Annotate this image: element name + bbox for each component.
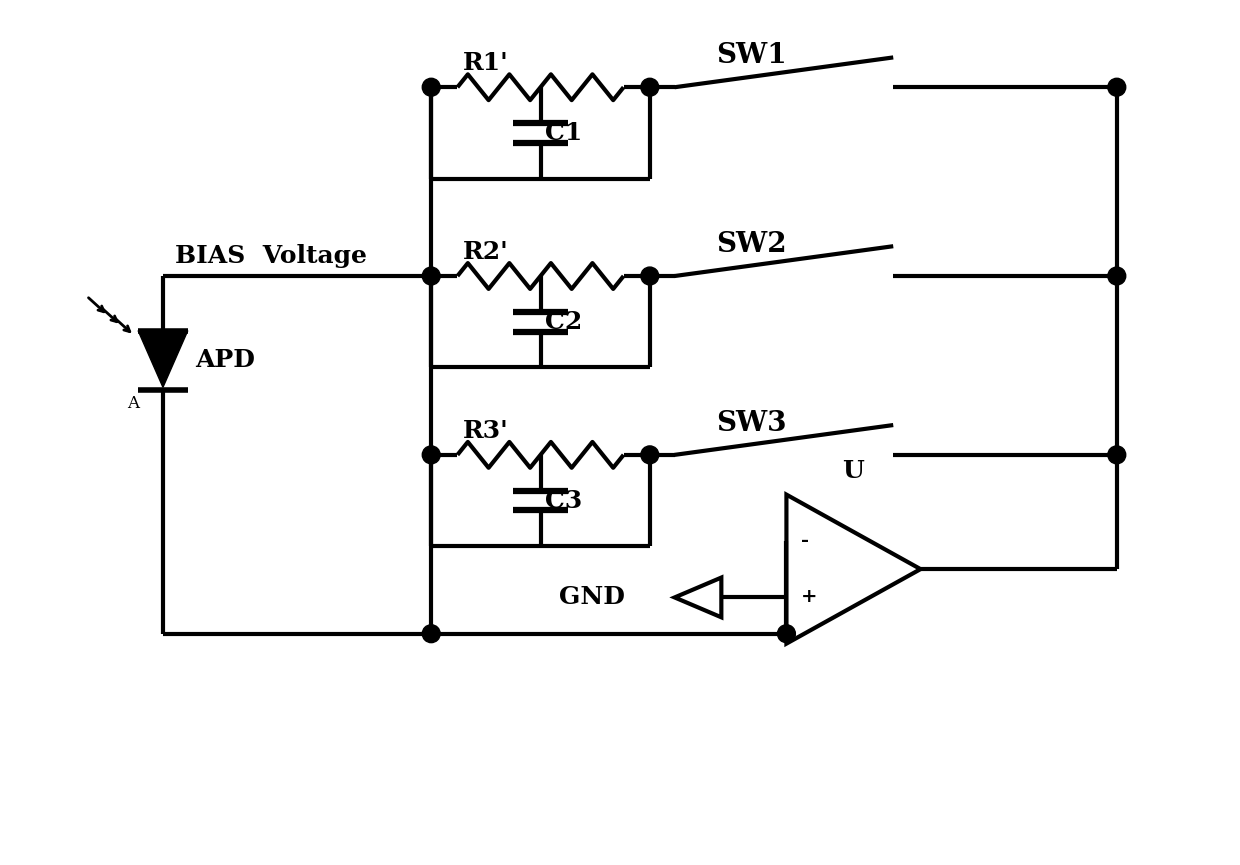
- Circle shape: [641, 446, 658, 464]
- Text: R2': R2': [463, 240, 508, 264]
- Text: R1': R1': [463, 51, 508, 75]
- Circle shape: [423, 446, 440, 464]
- Text: C3: C3: [546, 489, 583, 513]
- Text: -: -: [801, 532, 810, 550]
- Text: C2: C2: [546, 310, 583, 334]
- Text: U: U: [843, 458, 864, 483]
- Text: C1: C1: [546, 121, 583, 145]
- Polygon shape: [138, 330, 187, 388]
- Circle shape: [1107, 79, 1126, 96]
- Circle shape: [777, 625, 795, 643]
- Text: R3': R3': [463, 419, 508, 443]
- Text: SW1: SW1: [717, 42, 787, 69]
- Circle shape: [1107, 446, 1126, 464]
- Text: A: A: [128, 395, 139, 413]
- Text: SW2: SW2: [717, 231, 787, 258]
- Text: GND: GND: [559, 586, 625, 610]
- Circle shape: [641, 79, 658, 96]
- Circle shape: [423, 267, 440, 285]
- Circle shape: [423, 79, 440, 96]
- Text: APD: APD: [195, 349, 254, 373]
- Circle shape: [423, 625, 440, 643]
- Circle shape: [1107, 267, 1126, 285]
- Text: +: +: [801, 588, 818, 606]
- Circle shape: [641, 267, 658, 285]
- Text: BIAS  Voltage: BIAS Voltage: [175, 244, 367, 268]
- Text: SW3: SW3: [717, 410, 787, 437]
